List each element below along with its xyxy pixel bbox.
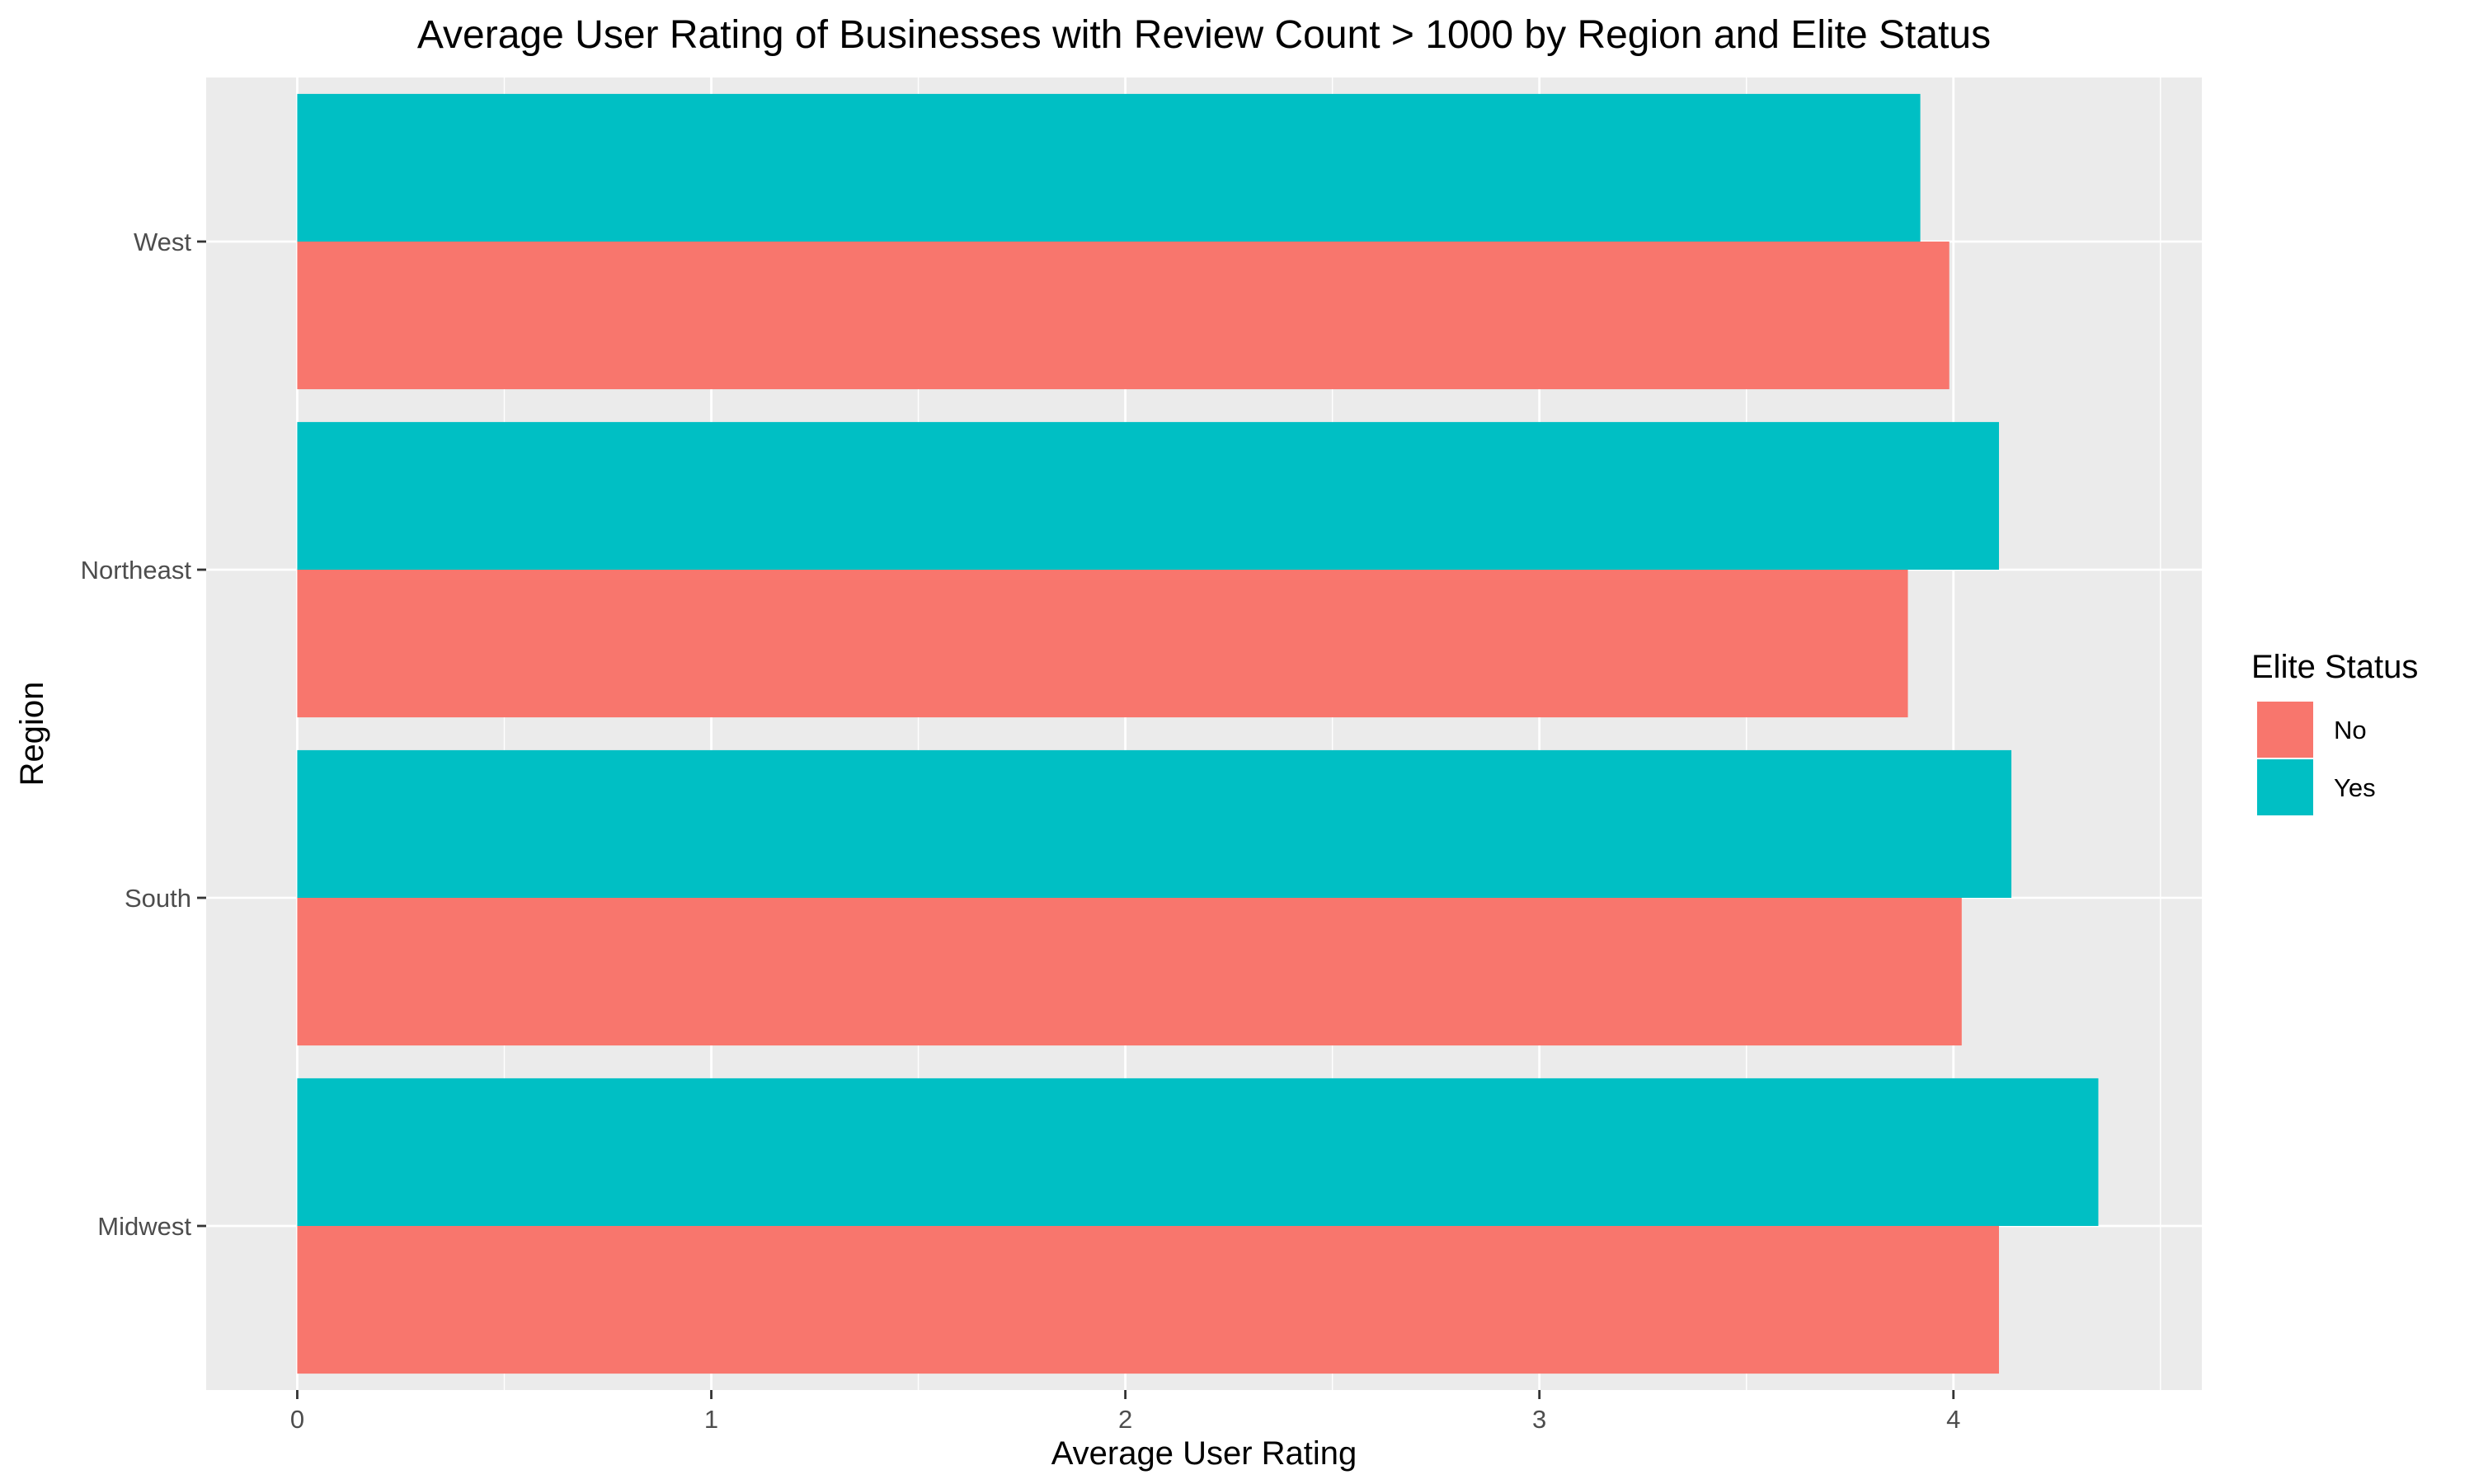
bar-no-northeast [297, 570, 1908, 718]
x-axis-title: Average User Rating [1051, 1435, 1357, 1472]
legend-key-no [2255, 700, 2315, 759]
y-axis-title: Region [14, 682, 50, 787]
bar-no-south [297, 898, 1962, 1046]
legend-title: Elite Status [2251, 649, 2418, 685]
bar-yes-west [297, 93, 1921, 242]
legend: Elite Status No Yes [2251, 649, 2418, 817]
bar-no-midwest [297, 1226, 1999, 1374]
x-tick-label: 1 [704, 1405, 718, 1434]
bar-no-west [297, 242, 1950, 390]
y-tick-label: West [134, 228, 191, 256]
x-tick-label: 4 [1946, 1405, 1960, 1434]
y-axis: Midwest South Northeast West [81, 228, 206, 1241]
bar-yes-south [297, 749, 2012, 898]
bar-yes-midwest [297, 1078, 2099, 1226]
y-tick-label: Midwest [97, 1212, 191, 1241]
y-tick-label: Northeast [81, 556, 192, 585]
y-tick-label: South [125, 884, 191, 913]
x-tick-label: 0 [290, 1405, 304, 1434]
legend-label-no: No [2334, 716, 2367, 744]
bar-yes-northeast [297, 421, 1999, 570]
legend-key-yes [2255, 758, 2315, 817]
chart-title: Average User Rating of Businesses with R… [417, 13, 1991, 57]
x-axis: 0 1 2 3 4 [290, 1390, 1960, 1434]
x-tick-label: 2 [1118, 1405, 1132, 1434]
bars [297, 93, 2099, 1374]
x-tick-label: 3 [1532, 1405, 1546, 1434]
legend-label-yes: Yes [2334, 773, 2376, 802]
